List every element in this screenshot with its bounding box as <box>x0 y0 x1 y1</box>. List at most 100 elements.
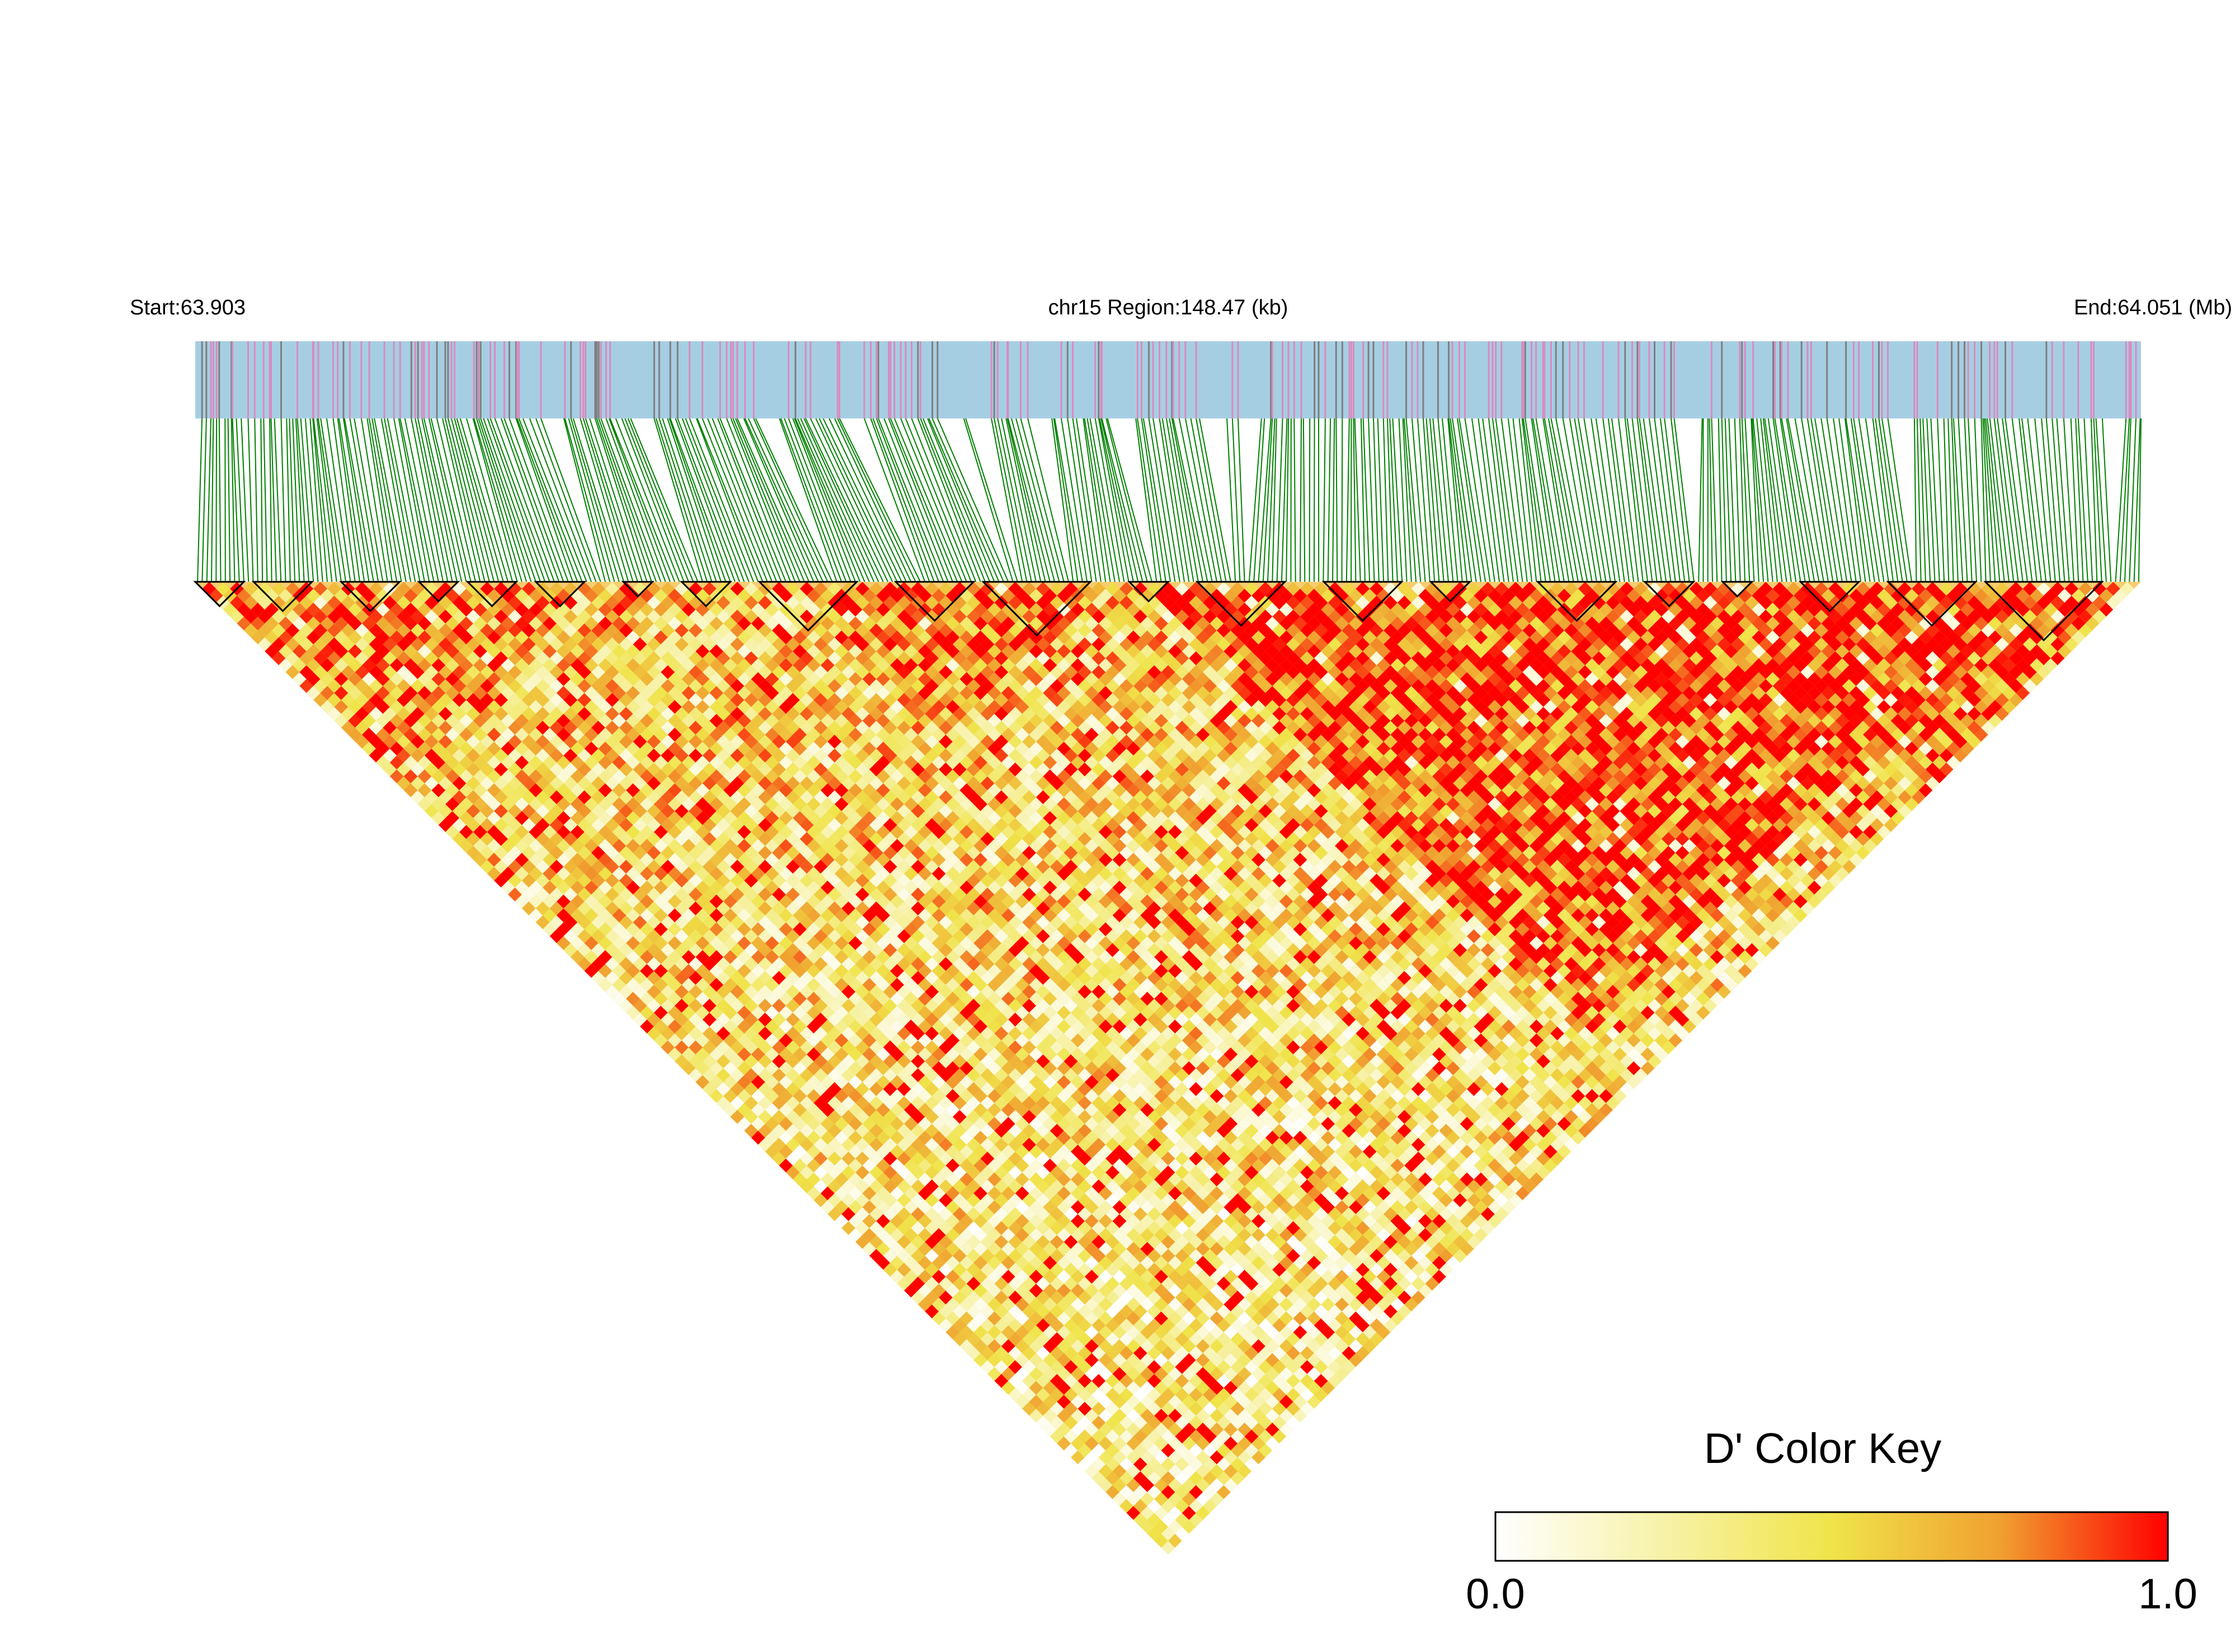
ld-cell <box>362 616 376 630</box>
ld-cell <box>813 1054 828 1069</box>
ld-cell <box>848 1047 863 1062</box>
ld-cell <box>1071 1311 1085 1326</box>
ld-cell <box>834 1214 849 1229</box>
ld-cell <box>411 790 425 804</box>
ld-cell <box>876 1255 891 1270</box>
ld-cell <box>487 797 501 811</box>
ld-cell <box>653 1005 668 1020</box>
ld-cell <box>890 1159 904 1173</box>
ld-cell <box>1001 1339 1015 1353</box>
ld-cell <box>695 895 710 909</box>
ld-cell <box>1119 1429 1133 1444</box>
ld-cell <box>626 811 640 825</box>
ld-cell <box>543 895 557 909</box>
ld-cell <box>904 1269 918 1284</box>
ld-cell <box>494 818 508 832</box>
ld-cell <box>667 950 682 964</box>
ld-cell <box>1140 1325 1155 1339</box>
ld-cell <box>702 901 717 916</box>
ld-cell <box>1210 1478 1224 1493</box>
ld-cell <box>459 839 473 853</box>
ld-cell <box>389 672 404 686</box>
ld-cell <box>369 679 383 693</box>
ld-cell <box>945 1269 960 1284</box>
ld-cell <box>945 1172 960 1187</box>
ld-cell <box>737 1075 751 1089</box>
ld-cell <box>626 964 640 978</box>
ld-cell <box>612 922 627 936</box>
ld-cell <box>549 901 564 916</box>
ld-cell <box>758 985 772 999</box>
ld-cell <box>508 707 522 721</box>
ld-cell <box>675 1040 689 1055</box>
ld-cell <box>612 936 627 950</box>
ld-cell <box>543 755 557 770</box>
ld-cell <box>667 936 682 950</box>
ld-cell <box>362 727 376 742</box>
ld-cell <box>327 637 341 652</box>
ld-cell <box>1001 1297 1015 1312</box>
ld-cell <box>765 1047 779 1062</box>
ld-cell <box>494 721 508 735</box>
ld-cell <box>1161 1541 1175 1555</box>
ld-cell <box>1071 1381 1085 1395</box>
ld-cell <box>862 1228 877 1242</box>
ld-cell <box>1112 1325 1127 1339</box>
ld-cell <box>619 859 633 874</box>
ld-cell <box>626 881 640 895</box>
ld-cell <box>1189 1387 1203 1402</box>
ld-cell <box>702 887 717 902</box>
ld-cell <box>327 651 341 666</box>
ld-cell <box>939 1304 953 1319</box>
ld-cell <box>1168 1492 1182 1506</box>
ld-cell <box>1050 1277 1064 1291</box>
ld-cell <box>1203 1471 1217 1485</box>
ld-cell <box>653 922 668 936</box>
ld-cell <box>688 999 703 1013</box>
ld-cell <box>570 825 585 839</box>
ld-cell <box>1154 1367 1168 1381</box>
ld-cell <box>793 978 807 992</box>
ld-cell <box>591 846 605 860</box>
ld-cell <box>855 1068 869 1082</box>
ld-cell <box>508 859 522 874</box>
ld-cell <box>1112 1353 1127 1367</box>
ld-cell <box>855 1054 869 1069</box>
ld-cell <box>591 957 605 971</box>
ld-cell <box>716 957 731 971</box>
ld-cell <box>237 603 251 617</box>
ld-cell <box>403 755 418 770</box>
ld-cell <box>640 881 654 895</box>
ld-cell <box>445 727 459 742</box>
ld-cell <box>1022 1263 1036 1277</box>
ld-cell <box>1022 1221 1036 1235</box>
ld-cell <box>1022 1249 1036 1263</box>
ld-cell <box>813 999 828 1013</box>
ld-cell <box>612 991 627 1006</box>
ld-cell <box>1210 1492 1224 1506</box>
ld-cell <box>904 1159 918 1173</box>
ld-cell <box>855 1193 869 1207</box>
start-label: Start:63.903 <box>130 296 246 319</box>
ld-cell <box>1105 1291 1119 1305</box>
ld-cell <box>626 922 640 936</box>
ld-cell <box>535 818 550 832</box>
ld-cell <box>702 1068 717 1082</box>
ld-cell <box>480 679 495 693</box>
ld-cell <box>515 727 529 742</box>
ld-cell <box>1210 1436 1224 1451</box>
ld-cell <box>945 1325 960 1339</box>
ld-cell <box>945 1228 960 1242</box>
ld-cell <box>911 1207 925 1221</box>
ld-cell <box>355 693 369 707</box>
ld-cell <box>376 630 390 644</box>
ld-cell <box>737 1061 751 1075</box>
ld-cell <box>917 1172 932 1187</box>
ld-cell <box>834 1186 849 1201</box>
ld-cell <box>730 1013 745 1027</box>
ld-cell <box>633 943 647 957</box>
ld-cell <box>917 1145 932 1159</box>
ld-cell <box>508 749 522 763</box>
end-label: End:64.051 (Mb) <box>2074 296 2232 319</box>
ld-cell <box>1050 1304 1064 1319</box>
